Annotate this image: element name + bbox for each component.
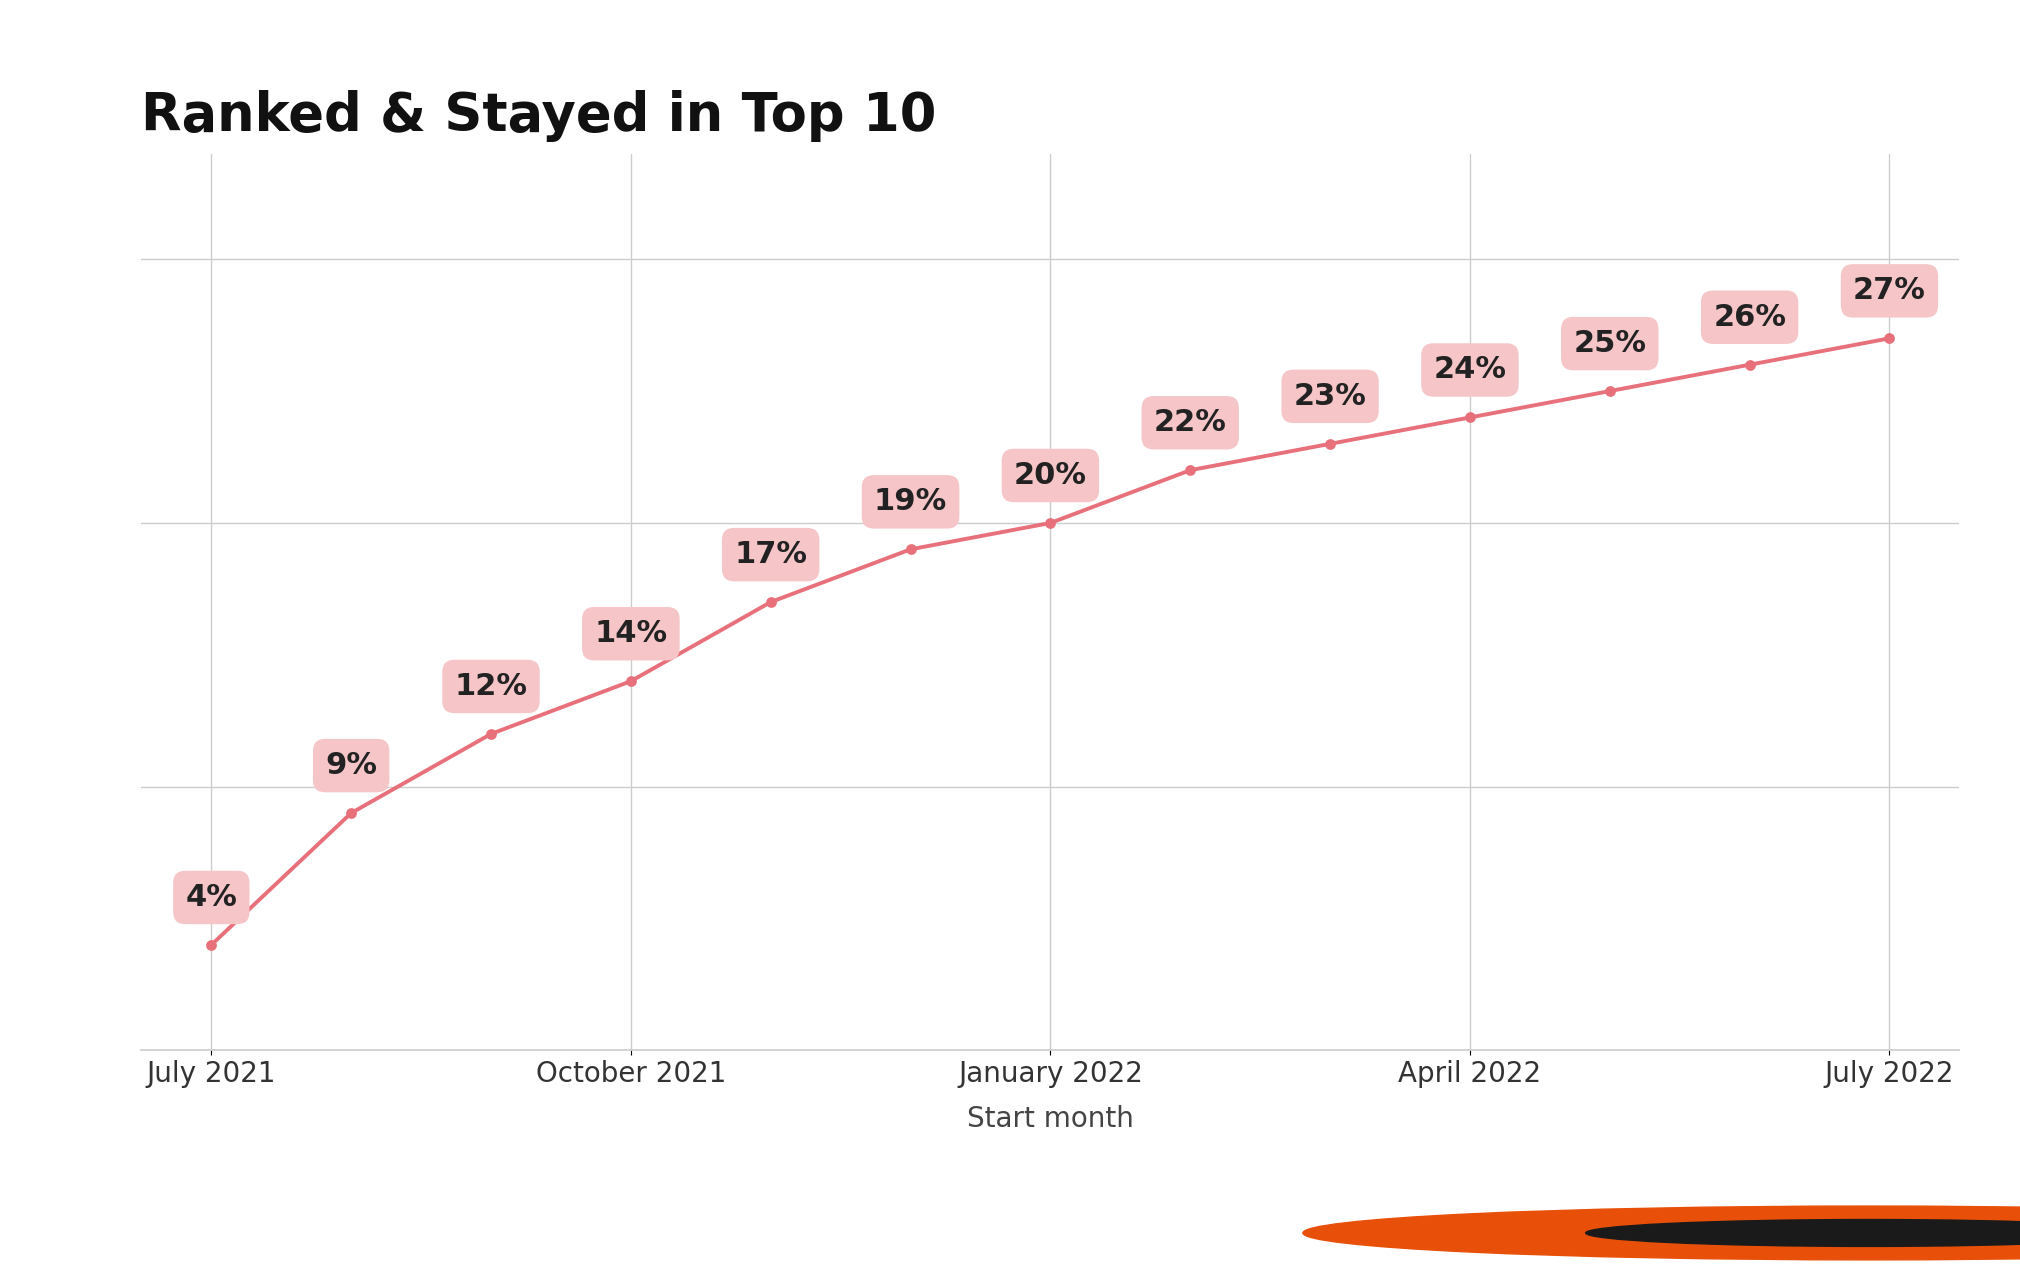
- Text: 9%: 9%: [325, 751, 378, 780]
- Text: semrush.com: semrush.com: [40, 1223, 192, 1243]
- Circle shape: [1586, 1220, 2020, 1246]
- Point: [1034, 512, 1067, 533]
- Point: [1594, 380, 1626, 401]
- Text: 14%: 14%: [594, 619, 667, 648]
- Text: 12%: 12%: [454, 673, 527, 701]
- Text: 27%: 27%: [1852, 277, 1925, 305]
- Text: Ranked & Stayed in Top 10: Ranked & Stayed in Top 10: [141, 90, 937, 142]
- Text: 20%: 20%: [1014, 461, 1087, 489]
- Circle shape: [1303, 1207, 2020, 1261]
- Text: 24%: 24%: [1434, 356, 1507, 384]
- Text: 4%: 4%: [186, 883, 236, 912]
- Text: 17%: 17%: [733, 541, 808, 569]
- X-axis label: Start month: Start month: [968, 1104, 1133, 1132]
- Point: [335, 803, 368, 824]
- Point: [1873, 328, 1905, 348]
- Point: [614, 671, 646, 692]
- Text: 25%: 25%: [1574, 329, 1646, 359]
- Text: 26%: 26%: [1713, 302, 1786, 332]
- Point: [1313, 433, 1345, 453]
- Text: 22%: 22%: [1153, 409, 1226, 437]
- Point: [196, 935, 228, 956]
- Point: [895, 539, 927, 560]
- Point: [755, 592, 788, 612]
- Point: [475, 724, 507, 744]
- Point: [1174, 460, 1206, 480]
- Text: 23%: 23%: [1293, 382, 1366, 411]
- Text: 19%: 19%: [875, 487, 947, 516]
- Point: [1454, 407, 1487, 428]
- Text: SEMRUSH: SEMRUSH: [1763, 1214, 1980, 1252]
- Point: [1733, 355, 1765, 375]
